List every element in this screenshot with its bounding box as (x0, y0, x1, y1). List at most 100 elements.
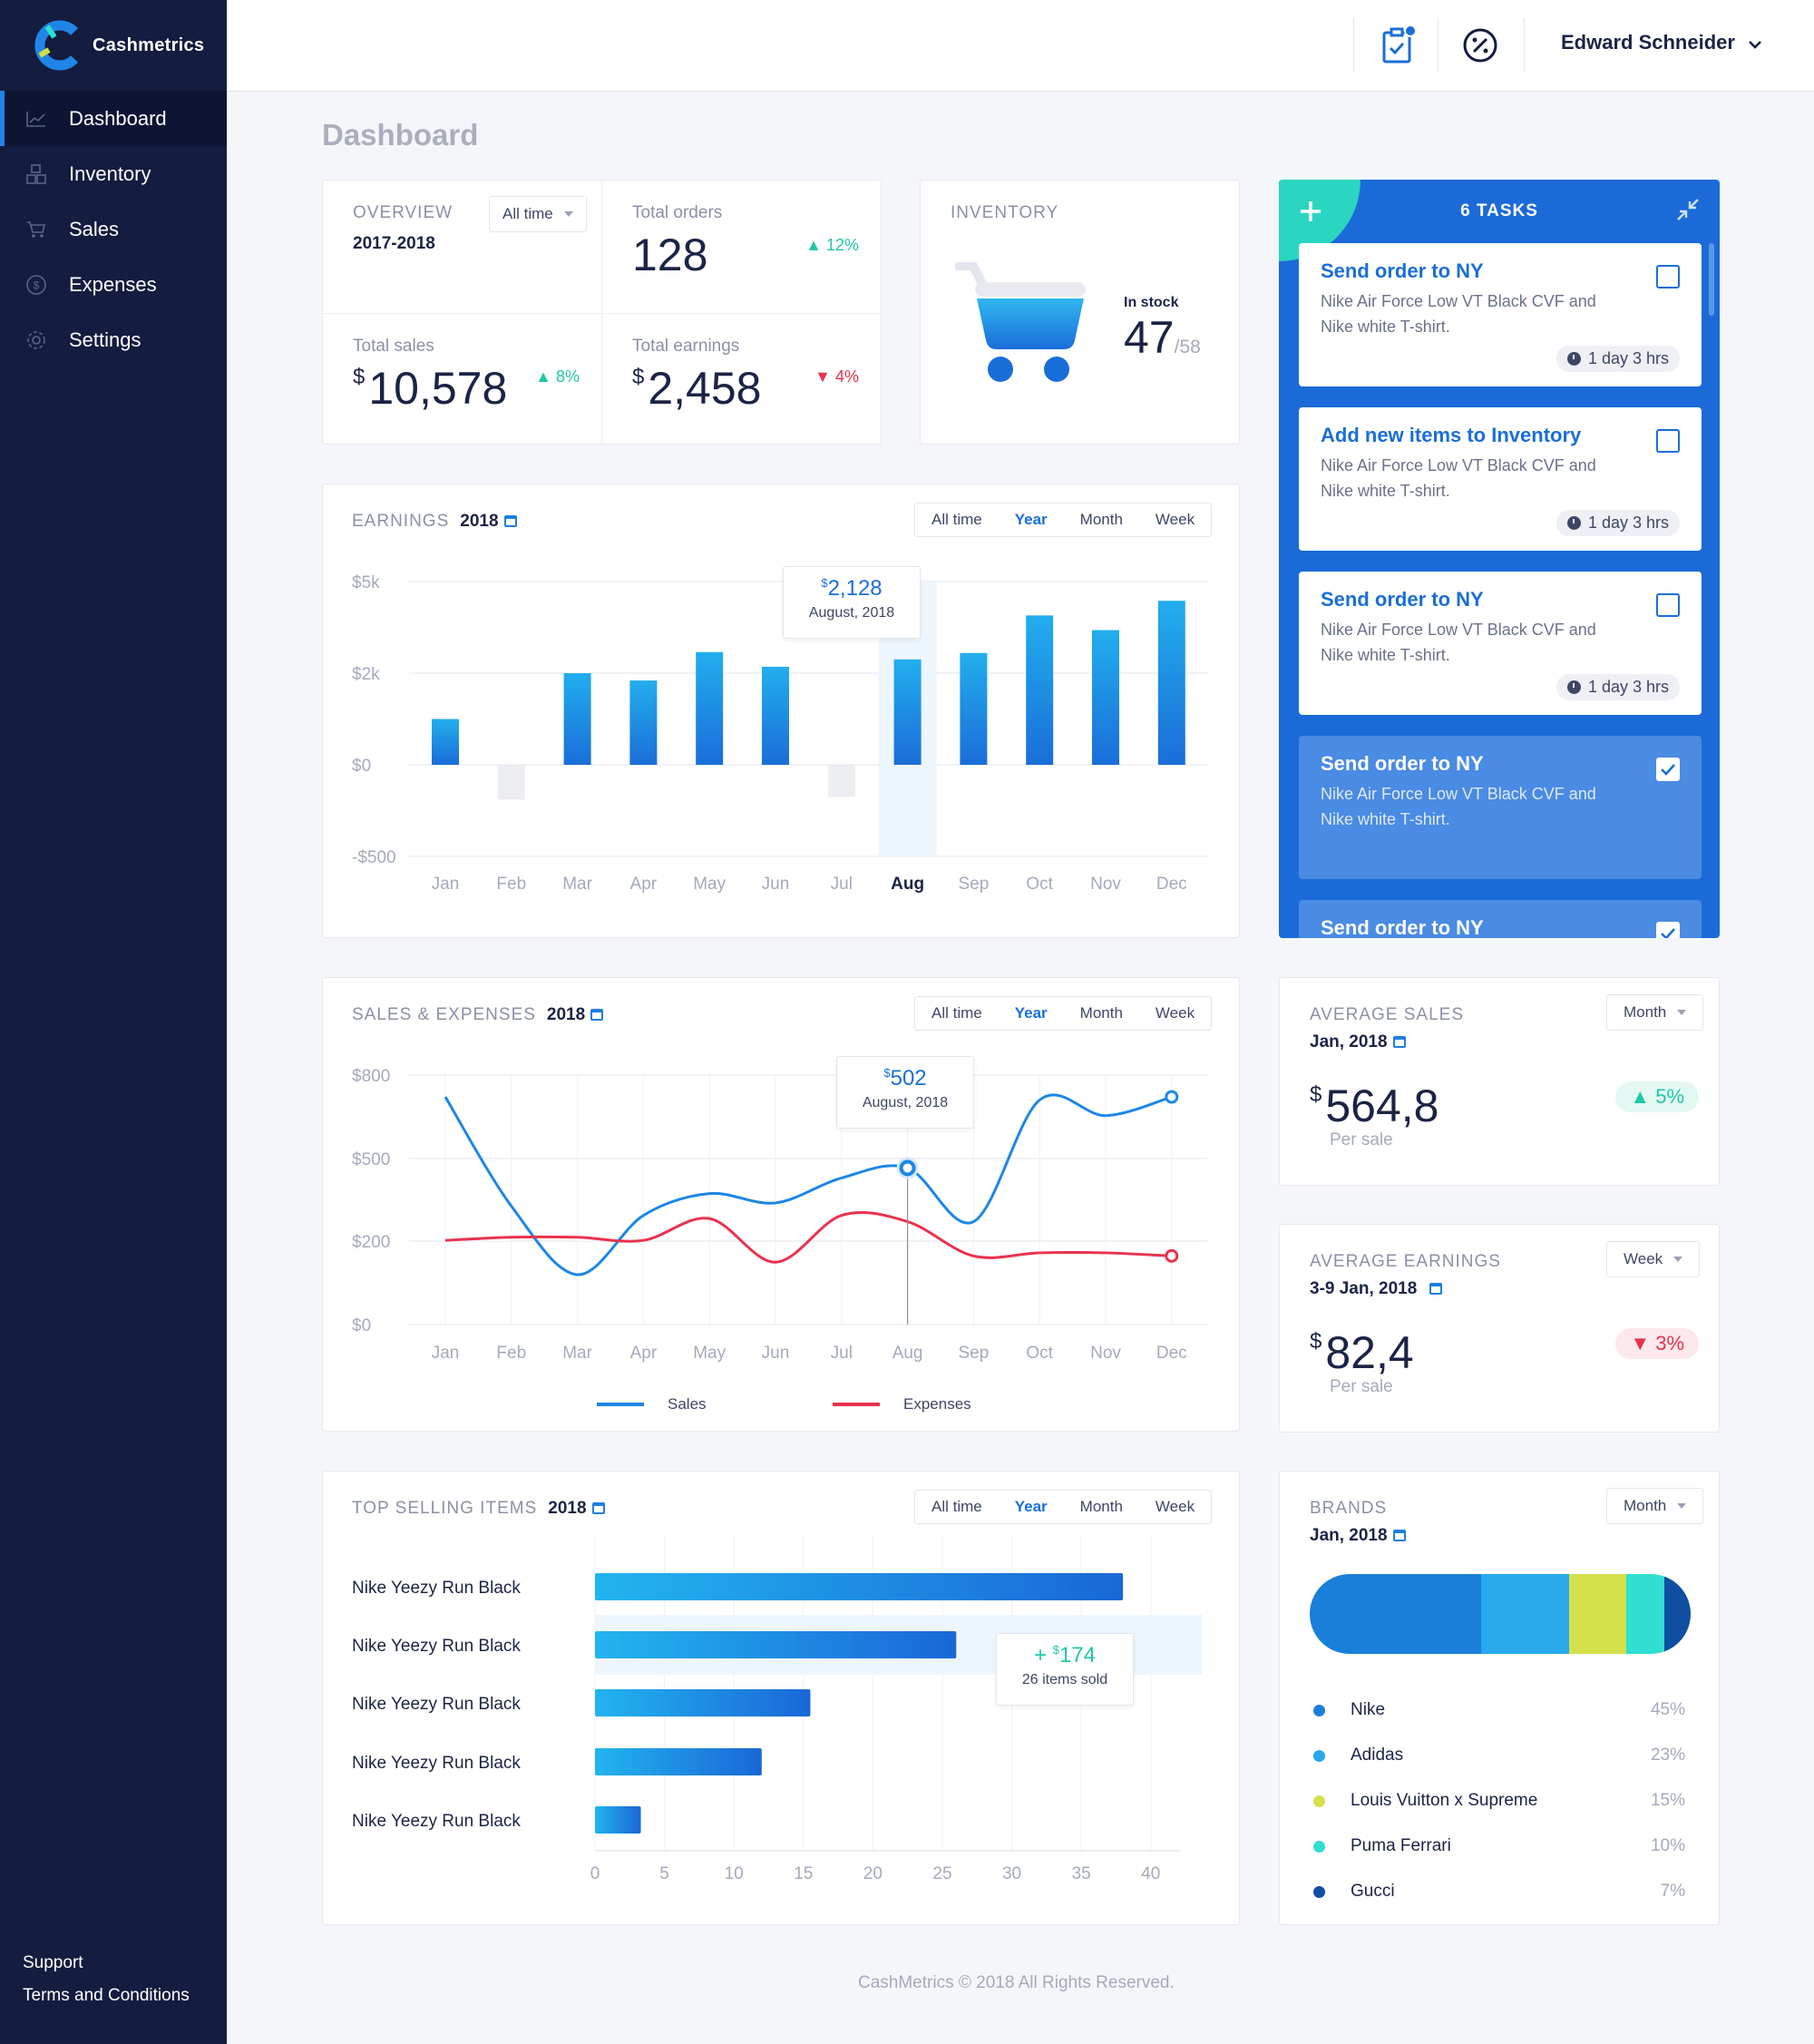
tooltip-date: August, 2018 (808, 605, 895, 621)
task-checkbox[interactable] (1656, 593, 1680, 617)
overview-filter-dropdown[interactable]: All time (489, 196, 587, 232)
x-tick-label: 25 (932, 1864, 951, 1883)
check-icon (1661, 764, 1675, 776)
task-card[interactable]: Send order to NY Nike Air Force Low VT B… (1299, 243, 1702, 386)
brands-filter-dropdown[interactable]: Month (1606, 1488, 1704, 1524)
amount: 174 (1058, 1643, 1096, 1667)
period-text: Jan, 2018 (1310, 1032, 1388, 1051)
task-checkbox[interactable] (1656, 265, 1680, 289)
range-year[interactable]: Year (1014, 511, 1048, 528)
collapse-icon[interactable] (1676, 198, 1700, 226)
brands-share-bar (1310, 1574, 1691, 1654)
average-earnings-filter-dropdown[interactable]: Week (1606, 1241, 1701, 1277)
y-tick-label: $800 (352, 1067, 390, 1086)
y-tick-label: $5k (352, 573, 380, 592)
x-tick-label: Nov (1090, 875, 1121, 894)
sidebar-item-expenses[interactable]: $ Expenses (0, 257, 227, 312)
sales-expenses-header: SALES & EXPENSES 2018 (352, 1005, 604, 1025)
x-tick-label: 10 (725, 1864, 744, 1883)
support-link[interactable]: Support (23, 1953, 83, 1972)
earnings-range-selector: All time Year Month Week (914, 503, 1213, 537)
x-tick-label: 35 (1072, 1864, 1091, 1883)
task-card-completed[interactable]: Send order to NY Nike Air Force Low VT B… (1299, 736, 1702, 879)
item-bar (595, 1806, 641, 1834)
top-selling-label: TOP SELLING ITEMS (352, 1499, 538, 1518)
y-tick-label: -$500 (352, 848, 396, 867)
earnings-tooltip: $2,128 August, 2018 (783, 566, 921, 639)
brand-percent: 23% (1650, 1746, 1685, 1765)
calendar-icon[interactable] (1392, 1036, 1406, 1048)
x-tick-label: Feb (496, 875, 526, 894)
range-year[interactable]: Year (1014, 1004, 1048, 1022)
boxes-icon (25, 163, 47, 185)
delta-value: 4% (834, 367, 859, 386)
sidebar-item-dashboard[interactable]: Dashboard (0, 91, 227, 146)
bar-jul (827, 765, 855, 797)
task-checkbox-checked[interactable] (1656, 922, 1680, 938)
bar-mar (563, 673, 591, 765)
range-week[interactable]: Week (1155, 511, 1195, 528)
chevron-down-icon (1748, 31, 1762, 54)
task-description: Nike Air Force Low VT Black CVF and Nike… (1321, 621, 1596, 664)
user-menu[interactable]: Edward Schneider (1561, 31, 1762, 54)
legend-dot (1313, 1840, 1325, 1853)
sidebar-item-sales[interactable]: Sales (0, 201, 227, 257)
task-description: Nike Air Force Low VT Black CVF and Nike… (1321, 785, 1596, 828)
bar-feb (497, 765, 525, 800)
brand-name: Puma Ferrari (1351, 1836, 1451, 1855)
terms-link[interactable]: Terms and Conditions (23, 1986, 190, 2005)
x-tick-label: Aug (892, 1344, 923, 1363)
range-week[interactable]: Week (1155, 1004, 1195, 1022)
sales-expenses-label: SALES & EXPENSES (352, 1005, 536, 1024)
task-time: 1 day 3 hrs (1587, 349, 1669, 367)
range-year[interactable]: Year (1014, 1498, 1048, 1515)
range-month[interactable]: Month (1079, 1004, 1123, 1022)
calendar-icon[interactable] (503, 515, 517, 527)
range-all-time[interactable]: All time (931, 511, 982, 528)
task-card-completed[interactable]: Send order to NY (1299, 900, 1702, 938)
bar-sep (960, 652, 988, 765)
tasks-scrollbar[interactable] (1709, 243, 1714, 316)
overview-header: OVERVIEW 2017-2018 (353, 203, 453, 254)
top-selling-tooltip: + $174 26 items sold (996, 1633, 1134, 1706)
x-tick-label: Oct (1026, 1344, 1053, 1363)
average-sales-filter-dropdown[interactable]: Month (1606, 994, 1704, 1031)
amount: 10,578 (368, 363, 508, 414)
brand-segment-puma-ferrari (1625, 1574, 1664, 1654)
sidebar-item-settings[interactable]: Settings (0, 312, 227, 367)
legend-label: Expenses (903, 1395, 971, 1413)
x-tick-label: Jun (762, 875, 790, 894)
average-sales-card: AVERAGE SALES Jan, 2018 Month $564,8 Per… (1279, 977, 1720, 1186)
calendar-icon[interactable] (1429, 1283, 1443, 1295)
bar-aug (893, 659, 922, 765)
tooltip-value: + $174 (997, 1643, 1133, 1668)
tasks-notification-icon[interactable] (1377, 24, 1420, 67)
range-month[interactable]: Month (1079, 1498, 1123, 1515)
discount-icon[interactable] (1458, 24, 1502, 67)
range-all-time[interactable]: All time (931, 1498, 982, 1515)
calendar-icon[interactable] (590, 1009, 604, 1021)
range-week[interactable]: Week (1155, 1498, 1195, 1515)
item-label: Nike Yeezy Run Black (352, 1812, 521, 1831)
sales-expenses-range-selector: All time Year Month Week (914, 996, 1213, 1031)
app-logo[interactable]: Cashmetrics (34, 18, 204, 73)
delta-value: 3% (1655, 1332, 1684, 1355)
range-month[interactable]: Month (1079, 511, 1123, 528)
task-checkbox-checked[interactable] (1656, 758, 1680, 781)
amount: 2,128 (827, 576, 883, 601)
total-earnings-delta: ▼ 4% (814, 367, 859, 386)
range-all-time[interactable]: All time (931, 1004, 982, 1022)
task-checkbox[interactable] (1656, 429, 1680, 453)
task-card[interactable]: Send order to NY Nike Air Force Low VT B… (1299, 572, 1702, 715)
x-tick-label: Apr (630, 1344, 658, 1363)
average-earnings-caption: Per sale (1330, 1377, 1393, 1396)
task-card[interactable]: Add new items to Inventory Nike Air Forc… (1299, 407, 1702, 551)
sidebar-item-inventory[interactable]: Inventory (0, 146, 227, 201)
x-tick-label: Jul (831, 1344, 853, 1363)
calendar-icon[interactable] (1392, 1530, 1406, 1541)
x-tick-label: Oct (1026, 875, 1053, 894)
tooltip-date: August, 2018 (862, 1095, 949, 1110)
total-orders: Total orders 128 ▲ 12% (632, 203, 859, 281)
calendar-icon[interactable] (591, 1502, 605, 1514)
tasks-header: 6 TASKS (1460, 201, 1538, 220)
